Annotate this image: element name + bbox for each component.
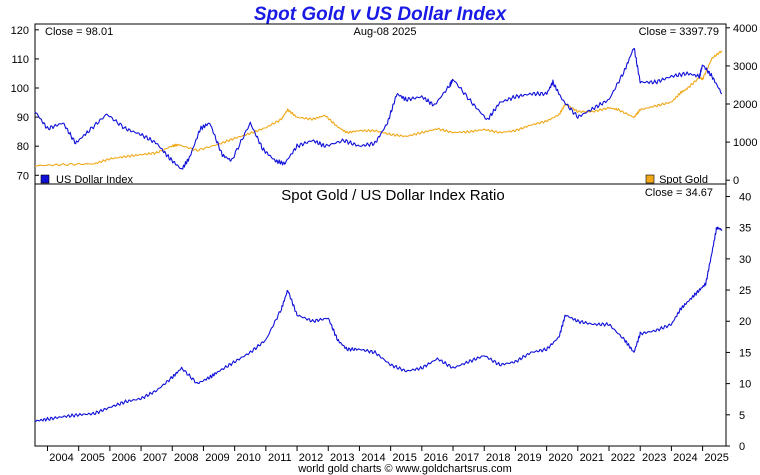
footer-credit: world gold charts © www.goldchartsrus.co… xyxy=(297,463,512,475)
usd-legend-label: US Dollar Index xyxy=(56,174,134,186)
top-left-axis-ticks: 70 80 90 100 110 120 xyxy=(11,25,39,182)
usd-legend-swatch xyxy=(40,174,50,184)
x-tick-label: 2020 xyxy=(548,452,572,464)
ratio-line xyxy=(34,226,723,423)
gold-legend-label: Spot Gold xyxy=(659,174,708,186)
usd-close-label: Close = 98.01 xyxy=(45,26,113,38)
gold-close-label: Close = 3397.79 xyxy=(639,26,719,38)
top-series-lines xyxy=(34,47,723,170)
x-tick-label: 2015 xyxy=(392,452,416,464)
x-tick-label: 2021 xyxy=(580,452,604,464)
y-left-tick-label: 100 xyxy=(11,83,29,95)
y-left-tick-label: 70 xyxy=(17,170,29,182)
gold-legend-swatch xyxy=(645,174,655,184)
x-tick-label: 2024 xyxy=(673,452,697,464)
y-left-tick-label: 110 xyxy=(11,54,29,66)
y-left-tick-label: 80 xyxy=(17,141,29,153)
x-axis-ticks: 2004 2005 2006 2007 2008 2009 2010 2011 2012 2013… xyxy=(46,446,729,464)
ratio-y-tick-label: 0 xyxy=(739,441,745,453)
ratio-title: Spot Gold / US Dollar Index Ratio xyxy=(281,187,504,204)
x-tick-label: 2006 xyxy=(112,452,136,464)
ratio-y-tick-label: 35 xyxy=(739,223,751,235)
y-right-tick-label: 3000 xyxy=(733,61,757,73)
x-tick-label: 2013 xyxy=(330,452,354,464)
x-tick-label: 2014 xyxy=(361,452,385,464)
ratio-y-tick-label: 20 xyxy=(739,316,751,328)
x-tick-label: 2010 xyxy=(236,452,260,464)
ratio-y-tick-label: 10 xyxy=(739,379,751,391)
x-tick-label: 2016 xyxy=(424,452,448,464)
y-right-tick-label: 0 xyxy=(733,175,739,187)
ratio-close-label: Close = 34.67 xyxy=(645,187,713,199)
ratio-y-tick-label: 25 xyxy=(739,285,751,297)
x-tick-label: 2018 xyxy=(486,452,510,464)
x-tick-label: 2004 xyxy=(49,452,73,464)
y-left-tick-label: 90 xyxy=(17,112,29,124)
x-tick-label: 2019 xyxy=(517,452,541,464)
y-left-tick-label: 120 xyxy=(11,25,29,37)
x-tick-label: 2025 xyxy=(704,452,728,464)
x-tick-label: 2008 xyxy=(174,452,198,464)
y-right-tick-label: 1000 xyxy=(733,137,757,149)
bottom-series-line xyxy=(34,226,723,423)
ratio-y-tick-label: 30 xyxy=(739,254,751,266)
x-tick-label: 2005 xyxy=(80,452,104,464)
spot-gold-line xyxy=(34,50,723,167)
ratio-y-tick-label: 5 xyxy=(739,410,745,422)
x-tick-label: 2011 xyxy=(268,452,292,464)
x-tick-label: 2009 xyxy=(205,452,229,464)
ratio-y-tick-label: 15 xyxy=(739,347,751,359)
usd-index-line xyxy=(34,47,723,170)
bottom-panel-frame xyxy=(34,183,727,447)
top-right-axis-ticks: 0 1000 2000 3000 4000 xyxy=(726,23,757,187)
x-tick-label: 2023 xyxy=(642,452,666,464)
chart-title: Spot Gold v US Dollar Index xyxy=(254,4,508,25)
x-tick-label: 2017 xyxy=(455,452,479,464)
x-tick-label: 2012 xyxy=(299,452,323,464)
x-tick-label: 2022 xyxy=(611,452,635,464)
y-right-tick-label: 2000 xyxy=(733,99,757,111)
ratio-y-tick-label: 40 xyxy=(739,191,751,203)
date-label: Aug-08 2025 xyxy=(354,26,417,38)
top-panel-frame xyxy=(34,23,727,185)
bottom-right-axis-ticks: 0 5 10 15 20 25 30 35 40 xyxy=(726,191,751,453)
y-right-tick-label: 4000 xyxy=(733,23,757,35)
x-tick-label: 2007 xyxy=(143,452,167,464)
